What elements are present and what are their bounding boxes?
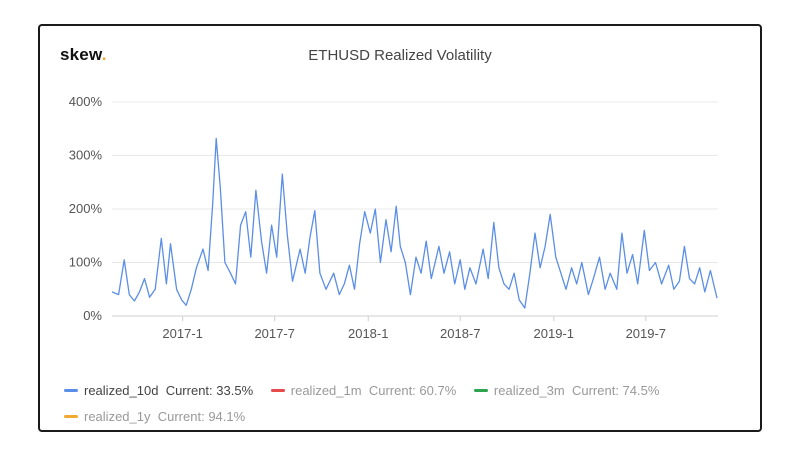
legend: realized_10d Current: 33.5% realized_1m … (64, 378, 754, 430)
x-axis-ticks: 2017-1 2017-7 2018-1 2018-7 2019-1 2019-7 (162, 316, 666, 341)
chart-title: ETHUSD Realized Volatility (308, 47, 492, 64)
legend-current-label: Current: (165, 383, 217, 398)
x-tick-label: 2019-1 (534, 326, 574, 341)
legend-current-value: 94.1% (208, 409, 246, 424)
legend-swatch (270, 389, 285, 393)
series-line-realized-10d (111, 137, 718, 309)
x-tick-label: 2017-7 (254, 326, 294, 341)
legend-series-name: realized_10d (84, 383, 159, 398)
x-tick-label: 2018-1 (348, 326, 388, 341)
legend-item-realized-1m[interactable]: realized_1m Current: 60.7% (270, 378, 457, 404)
x-tick-label: 2019-7 (626, 326, 666, 341)
skew-logo: skew. (60, 45, 107, 65)
y-tick-label: 400% (69, 94, 103, 109)
x-tick-label: 2018-7 (440, 326, 480, 341)
y-axis-ticks: 0% 100% 200% 300% 400% (69, 94, 103, 323)
y-tick-label: 300% (69, 148, 103, 163)
y-tick-label: 0% (83, 308, 102, 323)
y-tick-label: 200% (69, 201, 103, 216)
x-tick-label: 2017-1 (162, 326, 202, 341)
legend-swatch (64, 389, 78, 393)
volatility-chart: 0%100%200%300%400% 2017-1 2017-7 2018-1 201… (69, 94, 718, 341)
grid-lines (112, 101, 718, 317)
series-lines (111, 137, 718, 309)
legend-item-realized-1y[interactable]: realized_1y Current: 94.1% (64, 404, 245, 430)
legend-current-label: Current: (368, 383, 420, 398)
legend-current-label: Current: (157, 409, 209, 424)
legend-swatch (473, 389, 488, 393)
legend-series-name: realized_1y (84, 409, 151, 424)
legend-current-value: 60.7% (419, 383, 457, 398)
legend-item-realized-3m[interactable]: realized_3m Current: 74.5% (473, 378, 660, 404)
legend-current-value: 33.5% (216, 383, 254, 398)
y-tick-label: 100% (69, 255, 103, 270)
logo-dot: . (101, 45, 107, 64)
legend-item-realized-10d[interactable]: realized_10d Current: 33.5% (64, 378, 253, 404)
legend-series-name: realized_1m (290, 383, 362, 398)
logo-text: skew (60, 45, 102, 64)
chart-card: skew. ETHUSD Realized Volatility 0% 100% 2… (38, 24, 762, 432)
legend-current-label: Current: (571, 383, 623, 398)
legend-series-name: realized_3m (493, 383, 565, 398)
legend-current-value: 74.5% (622, 383, 660, 398)
legend-swatch (64, 415, 78, 419)
